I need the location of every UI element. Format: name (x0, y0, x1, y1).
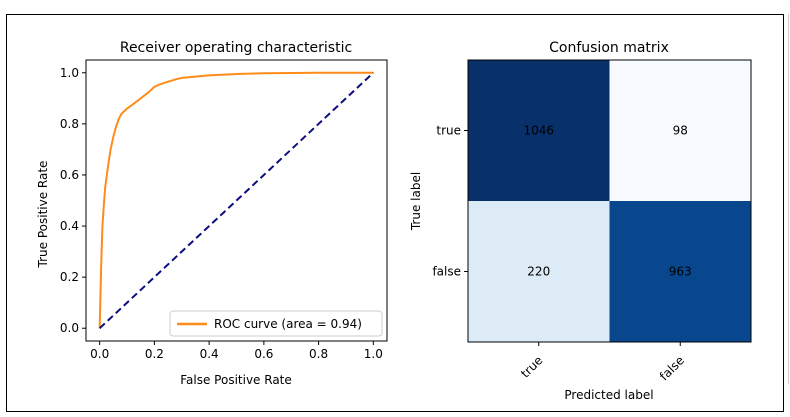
cm-xlabel: Predicted label (564, 388, 653, 402)
roc-xtick-label: 1.0 (364, 347, 383, 361)
roc-ytick-label: 0.8 (60, 117, 79, 131)
roc-plot-area (85, 59, 388, 342)
roc-ytick-label: 0.0 (60, 321, 79, 335)
cm-ylabel: True label (409, 172, 423, 231)
cm-cell-value: 220 (527, 265, 550, 279)
cm-cell (609, 60, 751, 201)
cm-xtick-label: true (518, 353, 545, 380)
cm-cell-value: 1046 (523, 124, 554, 138)
roc-xtick-label: 0.6 (254, 347, 273, 361)
roc-curve-line (98, 71, 374, 329)
cm-ytick-label: true (436, 124, 461, 138)
cm-title: Confusion matrix (549, 40, 669, 56)
cm-plot-area (467, 59, 752, 343)
cm-cell-value: 963 (669, 265, 692, 279)
roc-ylabel: True Positive Rate (36, 161, 50, 269)
cm-ytick-label: false (432, 265, 461, 279)
roc-ytick-label: 0.4 (60, 219, 79, 233)
scrollbar-edge (788, 14, 789, 384)
roc-ytick-label: 1.0 (60, 66, 79, 80)
roc-chance-line (98, 72, 375, 329)
cm-xtick-label: false (657, 353, 687, 383)
roc-title: Receiver operating characteristic (120, 40, 352, 56)
roc-xtick-label: 0.0 (90, 347, 109, 361)
cm-cell (609, 201, 751, 342)
roc-legend-label: ROC curve (area = 0.94) (214, 317, 362, 331)
roc-xtick-label: 0.4 (200, 347, 219, 361)
cm-cell (468, 60, 610, 201)
roc-xtick-label: 0.2 (145, 347, 164, 361)
cm-cell-value: 98 (673, 124, 688, 138)
roc-ytick-label: 0.6 (60, 168, 79, 182)
roc-legend-box (169, 310, 383, 337)
roc-legend: ROC curve (area = 0.94) (169, 310, 383, 337)
roc-xtick-label: 0.8 (309, 347, 328, 361)
roc-xlabel: False Positive Rate (180, 373, 292, 387)
roc-ytick-label: 0.2 (60, 270, 79, 284)
cm-cell (468, 201, 610, 342)
